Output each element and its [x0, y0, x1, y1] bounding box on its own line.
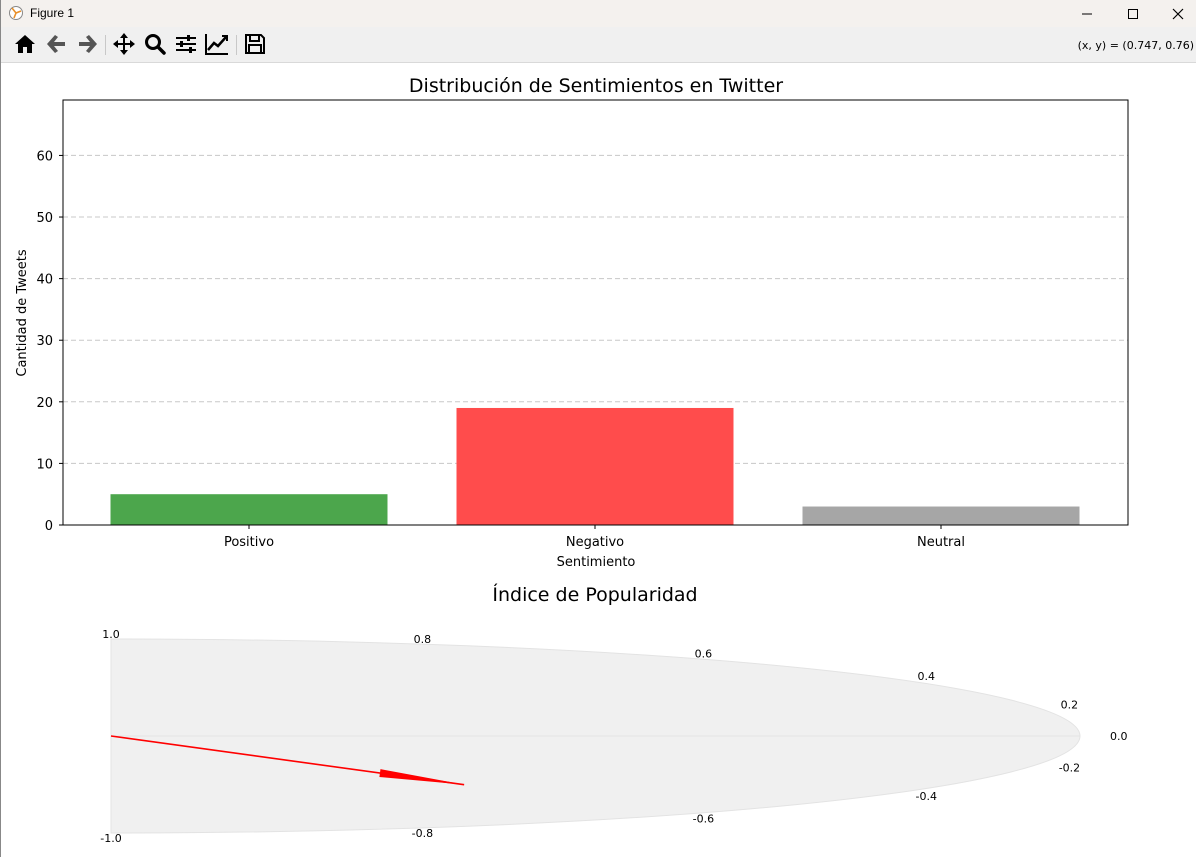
bar-negativo — [456, 407, 734, 525]
bar-chart-title: Distribución de Sentimientos en Twitter — [409, 75, 783, 97]
gauge-title: Índice de Popularidad — [492, 583, 697, 606]
y-axis-label: Cantidad de Tweets — [15, 249, 30, 376]
x-tick-label: Neutral — [917, 535, 965, 550]
chart-canvas: 0 10 20 30 40 50 60 Positivo Negativo Neutral Di… — [15, 75, 1129, 845]
zoom-button[interactable] — [141, 30, 169, 58]
gauge-chart: Índice de Popularidad 1.0 0.8 0.6 0.4 0.2 0.0… — [100, 583, 1127, 845]
coordinate-readout: (x, y) = (0.747, 0.76) — [1077, 39, 1194, 52]
y-tick-label: 50 — [36, 211, 53, 226]
x-tick-label: Positivo — [224, 535, 274, 550]
edit-axis-icon — [205, 34, 228, 55]
gauge-tick-label: 1.0 — [102, 628, 120, 641]
gauge-tick-labels: 1.0 0.8 0.6 0.4 0.2 0.0 -0.2 -0.4 -0.6 -0.8 -1.0 — [100, 628, 1127, 845]
gauge-tick-label: 0.6 — [695, 648, 713, 661]
y-tick-label: 20 — [36, 396, 53, 411]
maximize-icon — [1128, 8, 1138, 19]
back-icon — [47, 35, 65, 53]
home-icon — [15, 35, 35, 53]
pan-button[interactable] — [110, 30, 138, 58]
navigation-toolbar: (x, y) = (0.747, 0.76) — [0, 27, 1196, 63]
gauge-tick-label: -0.4 — [916, 790, 937, 803]
toolbar-separator — [105, 35, 106, 55]
configure-subplots-button[interactable] — [172, 30, 200, 58]
minimize-button[interactable] — [1064, 0, 1110, 27]
gauge-tick-label: 0.8 — [414, 633, 432, 646]
forward-icon — [79, 35, 97, 53]
close-button[interactable] — [1155, 0, 1196, 27]
save-button[interactable] — [241, 30, 269, 58]
bar-chart: 0 10 20 30 40 50 60 Positivo Negativo Neutral Di… — [15, 75, 1129, 570]
figure-canvas[interactable]: 0 10 20 30 40 50 60 Positivo Negativo Neutral Di… — [0, 63, 1196, 857]
save-icon — [245, 34, 265, 54]
minimize-icon — [1082, 13, 1092, 14]
zoom-icon — [145, 34, 166, 55]
gauge-tick-label: 0.0 — [1110, 730, 1128, 743]
edit-axis-button[interactable] — [203, 30, 231, 58]
gauge-tick-label: 0.2 — [1061, 699, 1079, 712]
toolbar-separator — [236, 35, 237, 55]
gauge-needle-head — [379, 769, 465, 785]
y-tick-label: 60 — [36, 149, 53, 164]
x-tick-label: Negativo — [566, 535, 624, 550]
close-icon — [1172, 8, 1184, 19]
window-titlebar: Figure 1 — [0, 0, 1196, 27]
gauge-tick-label: -0.8 — [412, 827, 433, 840]
gauge-tick-label: -0.2 — [1059, 761, 1080, 774]
bar-neutral — [802, 506, 1080, 525]
gauge-tick-label: 0.4 — [918, 670, 936, 683]
maximize-button[interactable] — [1110, 0, 1156, 27]
gauge-needle — [110, 735, 465, 786]
window-border — [0, 0, 1, 857]
x-ticks: Positivo Negativo Neutral — [224, 525, 965, 550]
window-title: Figure 1 — [30, 6, 75, 20]
y-tick-label: 0 — [45, 519, 53, 534]
y-tick-label: 10 — [36, 457, 53, 472]
back-button[interactable] — [43, 30, 71, 58]
y-tick-label: 40 — [36, 273, 53, 288]
app-icon — [9, 6, 23, 20]
forward-button[interactable] — [73, 30, 101, 58]
home-button[interactable] — [11, 30, 39, 58]
gauge-tick-label: -1.0 — [100, 832, 121, 845]
gauge-tick-label: -0.6 — [693, 812, 714, 825]
x-axis-label: Sentimiento — [557, 555, 636, 570]
configure-subplots-icon — [176, 35, 196, 53]
pan-icon — [113, 33, 135, 55]
y-ticks: 0 10 20 30 40 50 60 — [36, 149, 63, 534]
bar-positivo — [110, 494, 388, 525]
bars — [110, 407, 1080, 525]
y-tick-label: 30 — [36, 334, 53, 349]
